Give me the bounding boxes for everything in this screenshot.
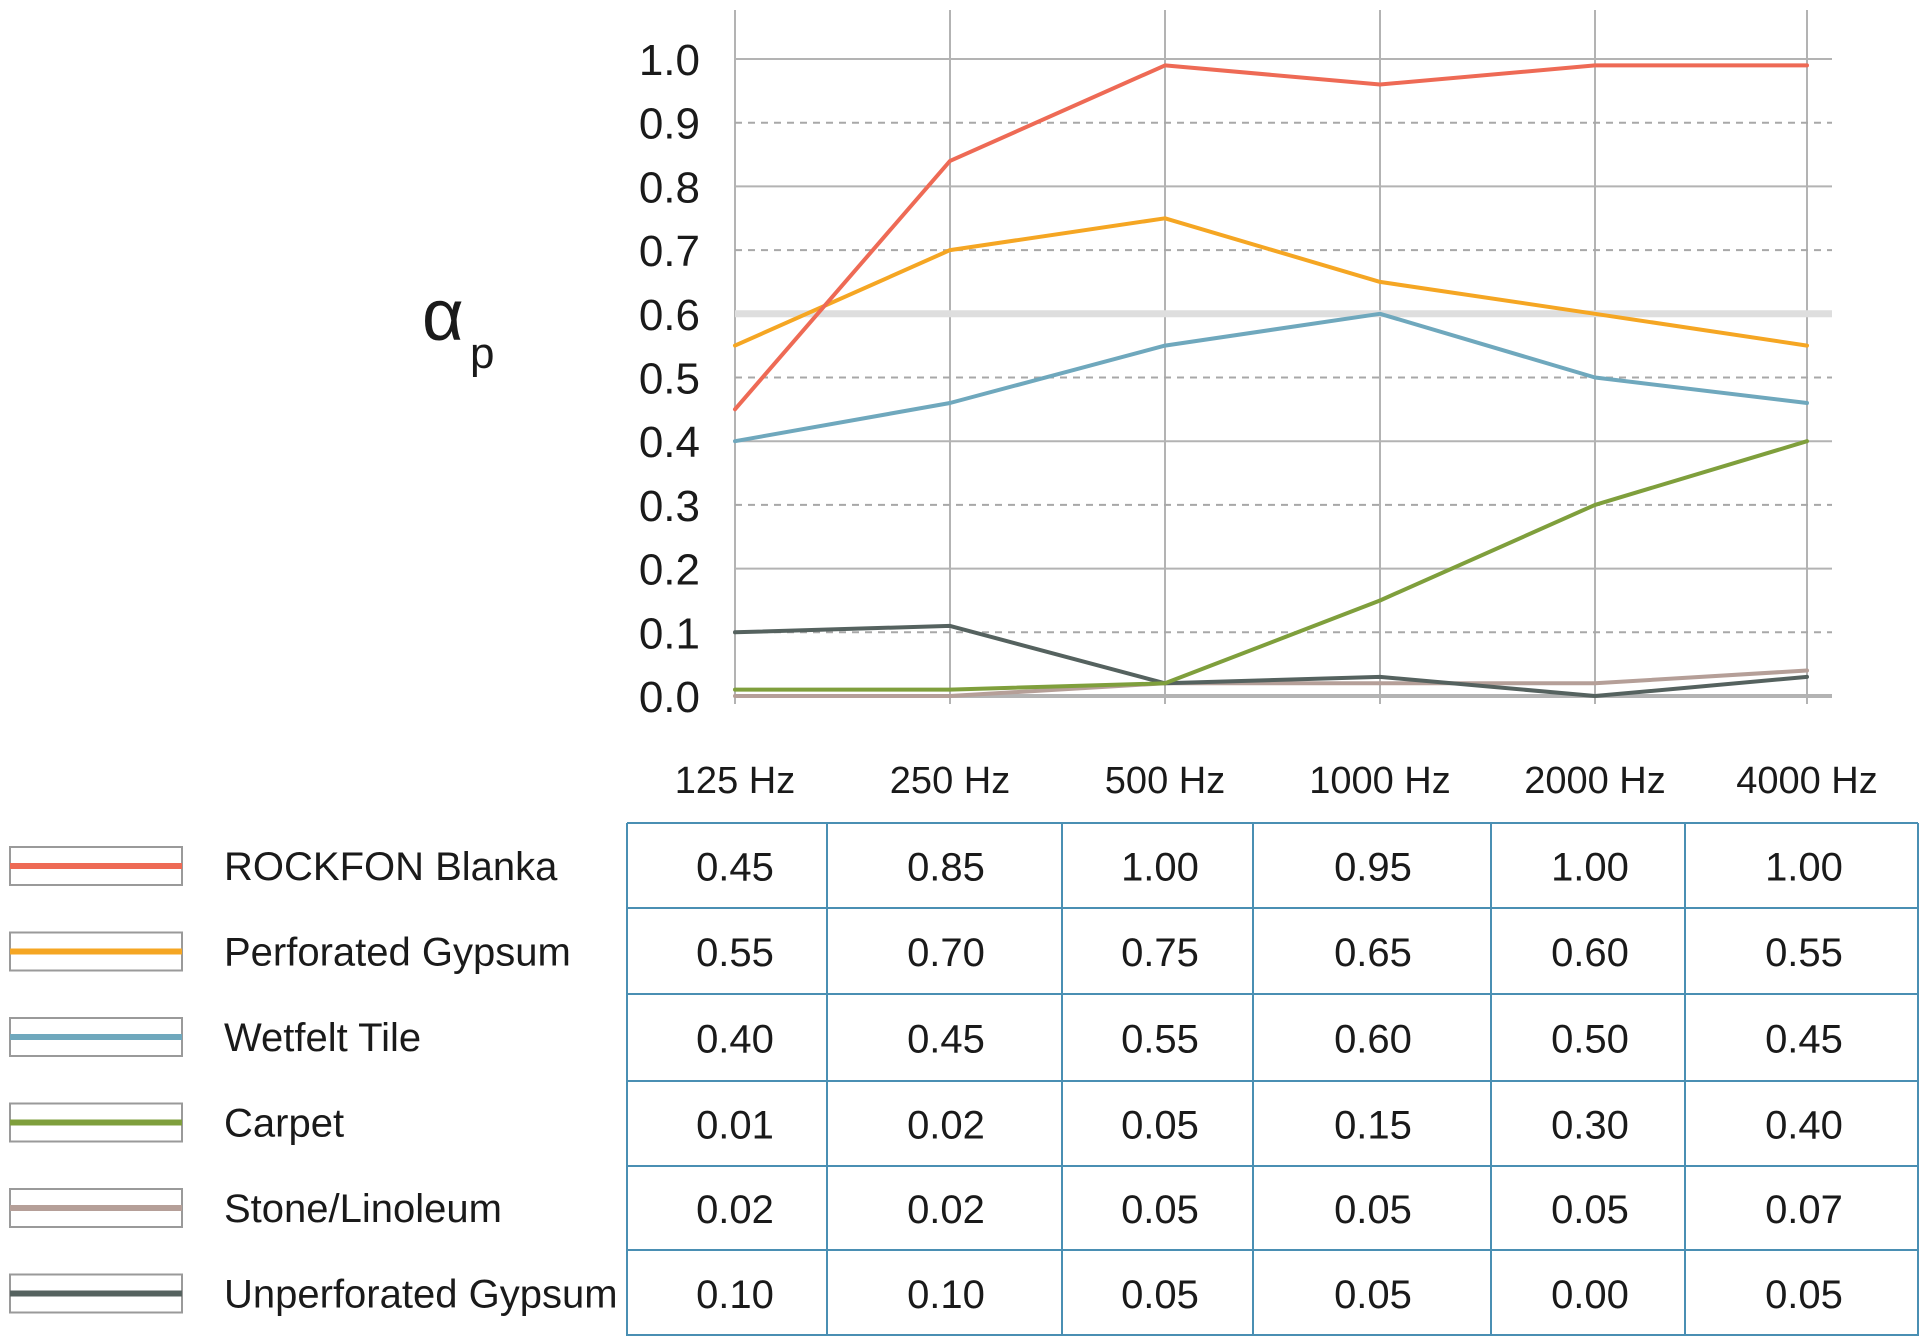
series-line-5 bbox=[733, 623, 1809, 698]
legend-item-0: ROCKFON Blanka bbox=[9, 845, 558, 889]
table-cell-r1-c4: 0.60 bbox=[1551, 931, 1629, 975]
series-lines bbox=[733, 63, 1809, 698]
y-tick-label-2: 0.2 bbox=[639, 546, 700, 595]
y-tick-label-6: 0.6 bbox=[639, 291, 700, 340]
table-cell-r4-c1: 0.02 bbox=[907, 1188, 985, 1232]
table-cell-r3-c1: 0.02 bbox=[907, 1104, 985, 1148]
legend-item-1: Perforated Gypsum bbox=[9, 931, 571, 975]
table-cell-r3-c0: 0.01 bbox=[696, 1104, 774, 1148]
x-axis-ticks: 125 Hz 250 Hz 500 Hz 1000 Hz 2000 Hz 4000 Hz bbox=[675, 760, 1878, 802]
series-line-0 bbox=[733, 63, 1809, 412]
table-cell-r0-c1: 0.85 bbox=[907, 846, 985, 890]
table-cell-r0-c0: 0.45 bbox=[696, 846, 774, 890]
series-line-3 bbox=[733, 439, 1809, 692]
x-tick-label-4: 2000 Hz bbox=[1524, 760, 1666, 802]
y-axis-label: α p bbox=[422, 276, 494, 378]
y-axis-label-subscript: p bbox=[470, 329, 494, 378]
legend-label-4: Stone/Linoleum bbox=[224, 1187, 502, 1231]
table-cell-r3-c4: 0.30 bbox=[1551, 1104, 1629, 1148]
y-tick-label-1: 0.1 bbox=[639, 609, 700, 658]
y-tick-label-10: 1.0 bbox=[639, 36, 700, 85]
x-tick-label-1: 250 Hz bbox=[890, 760, 1010, 802]
table-cell-r1-c3: 0.65 bbox=[1334, 931, 1412, 975]
legend-item-5: Unperforated Gypsum bbox=[9, 1273, 618, 1317]
legend-item-3: Carpet bbox=[9, 1102, 344, 1146]
table-cell-r2-c4: 0.50 bbox=[1551, 1018, 1629, 1062]
table-cell-r5-c3: 0.05 bbox=[1334, 1273, 1412, 1317]
table-cell-r0-c2: 1.00 bbox=[1121, 846, 1199, 890]
legend-label-3: Carpet bbox=[224, 1102, 344, 1146]
table-cell-r3-c3: 0.15 bbox=[1334, 1104, 1412, 1148]
data-table: 0.45 0.85 1.00 0.95 1.00 1.00 0.55 0.70 0.75 0.65… bbox=[626, 822, 1919, 1336]
table-cell-r1-c5: 0.55 bbox=[1765, 931, 1843, 975]
y-tick-label-7: 0.7 bbox=[639, 227, 700, 276]
table-cell-r1-c0: 0.55 bbox=[696, 931, 774, 975]
legend-label-5: Unperforated Gypsum bbox=[224, 1273, 618, 1317]
y-tick-label-4: 0.4 bbox=[639, 418, 700, 467]
legend-label-2: Wetfelt Tile bbox=[224, 1016, 421, 1060]
x-tick-label-0: 125 Hz bbox=[675, 760, 795, 802]
y-tick-label-9: 0.9 bbox=[639, 100, 700, 149]
series-line-1 bbox=[733, 216, 1809, 348]
y-axis-ticks: 0.0 0.1 0.2 0.3 0.4 0.5 0.6 0.7 0.8 0.9 1.0 bbox=[639, 36, 700, 722]
x-tick-label-3: 1000 Hz bbox=[1309, 760, 1451, 802]
table-cell-r0-c3: 0.95 bbox=[1334, 846, 1412, 890]
legend-label-1: Perforated Gypsum bbox=[224, 931, 571, 975]
table-cell-r5-c2: 0.05 bbox=[1121, 1273, 1199, 1317]
table-cell-r5-c5: 0.05 bbox=[1765, 1273, 1843, 1317]
table-cell-r4-c5: 0.07 bbox=[1765, 1188, 1843, 1232]
table-cell-r4-c3: 0.05 bbox=[1334, 1188, 1412, 1232]
y-tick-label-5: 0.5 bbox=[639, 355, 700, 404]
table-cell-r2-c2: 0.55 bbox=[1121, 1018, 1199, 1062]
table-cell-r1-c1: 0.70 bbox=[907, 931, 985, 975]
table-cell-r5-c0: 0.10 bbox=[696, 1273, 774, 1317]
table-cell-r4-c0: 0.02 bbox=[696, 1188, 774, 1232]
y-axis-label-alpha: α bbox=[422, 276, 464, 356]
x-tick-label-5: 4000 Hz bbox=[1736, 760, 1878, 802]
table-cell-r0-c5: 1.00 bbox=[1765, 846, 1843, 890]
legend-label-0: ROCKFON Blanka bbox=[224, 845, 558, 889]
table-cell-r2-c3: 0.60 bbox=[1334, 1018, 1412, 1062]
table-cell-r2-c5: 0.45 bbox=[1765, 1018, 1843, 1062]
legend-item-2: Wetfelt Tile bbox=[9, 1016, 421, 1060]
y-tick-label-0: 0.0 bbox=[639, 673, 700, 722]
grid bbox=[734, 10, 1832, 704]
table-cell-r0-c4: 1.00 bbox=[1551, 846, 1629, 890]
table-cell-r5-c1: 0.10 bbox=[907, 1273, 985, 1317]
legend: ROCKFON Blanka Perforated Gypsum Wetfelt T… bbox=[9, 845, 618, 1317]
series-line-2 bbox=[733, 311, 1809, 444]
legend-item-4: Stone/Linoleum bbox=[9, 1187, 502, 1231]
table-cell-r2-c1: 0.45 bbox=[907, 1018, 985, 1062]
table-cell-r1-c2: 0.75 bbox=[1121, 931, 1199, 975]
series-line-4 bbox=[733, 668, 1809, 698]
y-tick-label-3: 0.3 bbox=[639, 482, 700, 531]
table-cell-r5-c4: 0.00 bbox=[1551, 1273, 1629, 1317]
table-cell-r3-c5: 0.40 bbox=[1765, 1104, 1843, 1148]
table-cell-r2-c0: 0.40 bbox=[696, 1018, 774, 1062]
y-tick-label-8: 0.8 bbox=[639, 163, 700, 212]
table-cell-r3-c2: 0.05 bbox=[1121, 1104, 1199, 1148]
table-cell-r4-c2: 0.05 bbox=[1121, 1188, 1199, 1232]
x-tick-label-2: 500 Hz bbox=[1105, 760, 1225, 802]
table-cell-r4-c4: 0.05 bbox=[1551, 1188, 1629, 1232]
